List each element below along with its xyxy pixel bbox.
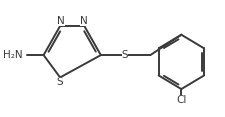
Text: H₂N: H₂N bbox=[3, 50, 22, 60]
Text: S: S bbox=[122, 50, 128, 60]
Text: N: N bbox=[57, 16, 65, 26]
Text: Cl: Cl bbox=[176, 95, 187, 105]
Text: N: N bbox=[79, 16, 87, 26]
Text: S: S bbox=[57, 77, 63, 87]
